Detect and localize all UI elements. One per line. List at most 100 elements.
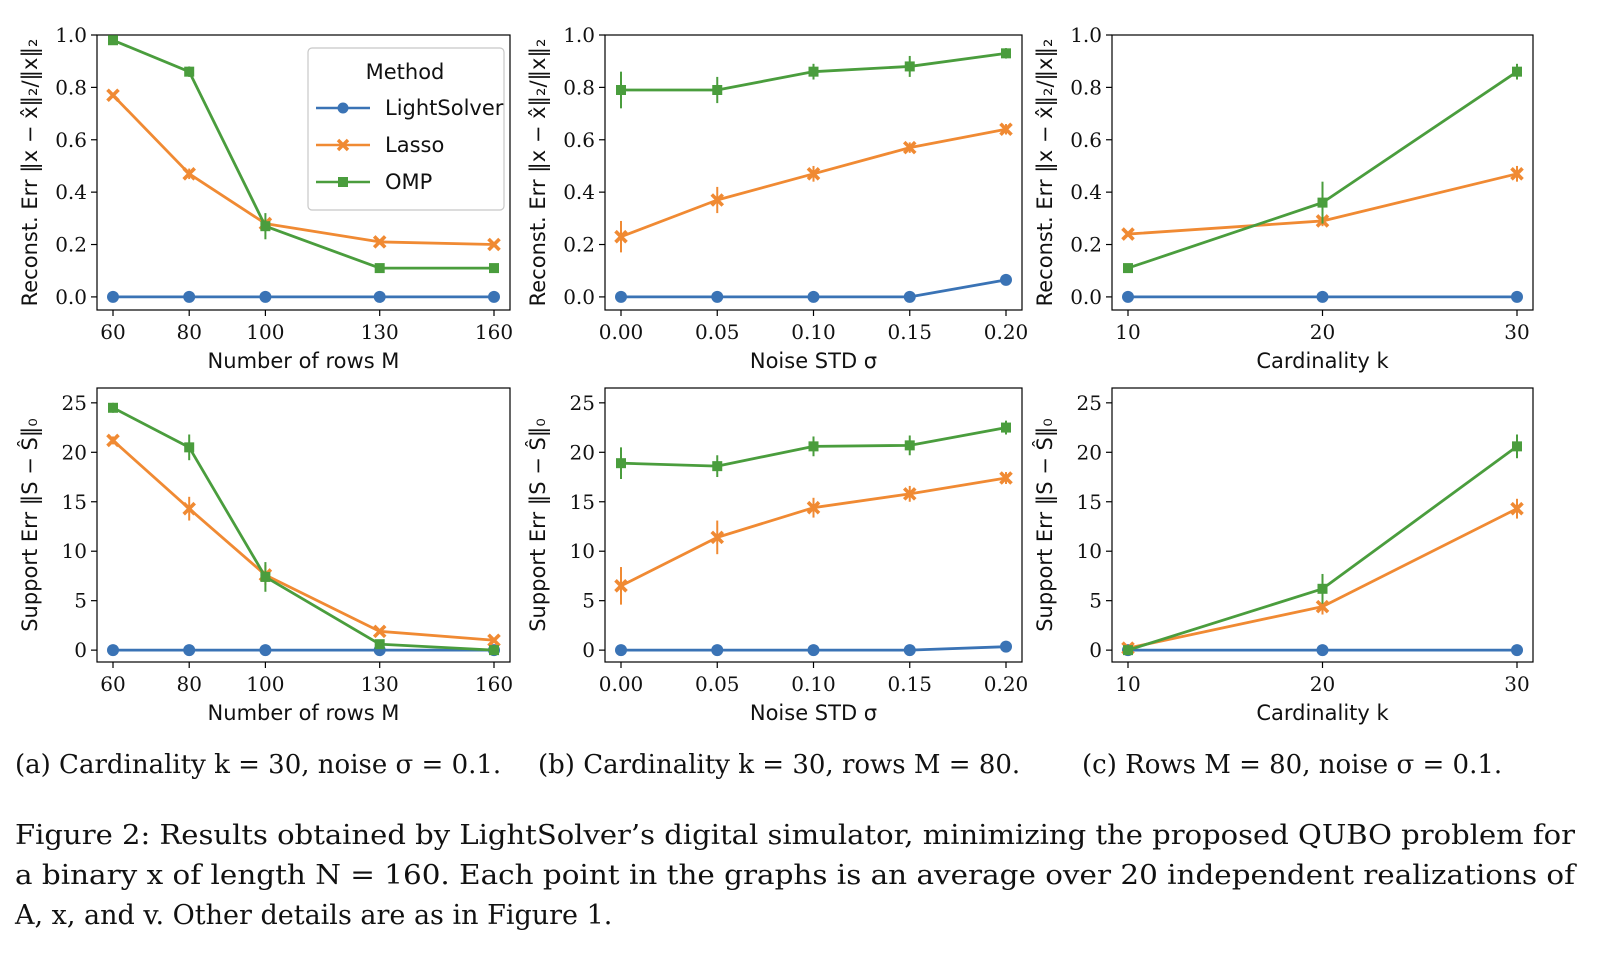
y-tick-label: 0.2 <box>1070 233 1102 257</box>
data-point-lasso <box>372 624 387 639</box>
data-point-lasso <box>487 237 501 252</box>
chart-c-bottom: 0 5 10 15 20 25 10 20 30 Cardinality k Support Err… <box>1032 387 1534 725</box>
x-tick-label: 20 <box>1310 672 1335 696</box>
series-lightsolver <box>1122 644 1523 657</box>
x-axis-label: Number of rows M <box>208 349 400 373</box>
caption-c: (c) Rows M = 80, noise σ = 0.1. <box>1082 750 1502 780</box>
y-tick-label: 1.0 <box>1070 23 1102 47</box>
series-lasso <box>106 433 501 648</box>
y-tick-label: 25 <box>62 391 87 415</box>
x-axis-label: Cardinality k <box>1256 701 1389 725</box>
data-point-lasso <box>999 122 1013 137</box>
data-point-lightsolver <box>107 290 119 303</box>
y-tick-label: 25 <box>1077 391 1102 415</box>
y-tick-label: 0 <box>1089 638 1102 662</box>
plot-frame <box>1111 387 1534 663</box>
data-point-lightsolver <box>107 644 119 657</box>
chart-a-top: 0.0 0.2 0.4 0.6 0.8 1.0 60 80 100 130 160 Number of… <box>18 23 513 373</box>
y-axis-label: Support Err ‖S − Ŝ‖₀ <box>1032 418 1058 632</box>
data-point-lasso <box>710 530 725 545</box>
data-point-lasso <box>372 235 387 249</box>
x-tick-label: 0.20 <box>984 320 1029 344</box>
x-tick-label: 0.10 <box>791 672 836 696</box>
figure-caption-line-1: Figure 2: Results obtained by LightSolve… <box>15 820 1575 851</box>
series-lightsolver <box>107 644 500 657</box>
data-point-lasso <box>182 167 196 181</box>
x-tick-label: 0.05 <box>695 320 740 344</box>
chart-a-bottom: 0 5 10 15 20 25 60 80 100 130 160 Number of rows M S… <box>17 387 513 725</box>
y-tick-label: 0.6 <box>563 128 595 152</box>
data-point-lasso <box>710 193 725 207</box>
series-line-lasso <box>112 439 495 642</box>
data-point-lasso <box>806 500 821 515</box>
x-tick-label: 30 <box>1504 672 1529 696</box>
data-point-lightsolver <box>903 644 916 657</box>
series-lasso <box>614 122 1013 253</box>
data-point-lasso <box>614 229 628 244</box>
y-axis-label: Reconst. Err ‖x − x̂‖₂/‖x‖₂ <box>1033 39 1058 307</box>
y-tick-label: 0.2 <box>563 233 595 257</box>
data-point-omp <box>808 66 819 77</box>
legend-label-omp: OMP <box>385 170 432 194</box>
data-point-lightsolver <box>1122 290 1134 303</box>
series-omp <box>108 35 499 274</box>
legend-title: Method <box>366 60 445 84</box>
data-point-lightsolver <box>807 644 820 657</box>
x-axis-label: Number of rows M <box>208 701 400 725</box>
data-point-omp <box>184 442 195 453</box>
caption-a: (a) Cardinality k = 30, noise σ = 0.1. <box>15 750 501 780</box>
plot-frame <box>96 34 511 311</box>
data-point-lightsolver <box>259 290 272 303</box>
legend-marker-lightsolver <box>337 102 349 114</box>
data-point-omp <box>489 645 499 656</box>
series-lightsolver <box>615 273 1012 303</box>
series-line-omp <box>1127 445 1518 652</box>
x-tick-label: 130 <box>361 320 399 344</box>
x-tick-label: 80 <box>176 672 201 696</box>
data-point-omp <box>808 441 819 452</box>
y-tick-label: 10 <box>570 539 595 563</box>
data-point-lasso <box>806 167 821 181</box>
y-tick-label: 0 <box>582 638 595 662</box>
series-line-lasso <box>620 476 1007 588</box>
y-tick-label: 10 <box>1077 539 1102 563</box>
y-tick-label: 0.0 <box>563 285 595 309</box>
legend-box <box>307 47 505 211</box>
x-tick-label: 10 <box>1115 320 1140 344</box>
data-point-lasso <box>614 579 628 593</box>
series-line-omp <box>112 406 495 652</box>
series-omp <box>616 48 1011 109</box>
data-point-omp <box>1512 441 1522 452</box>
x-tick-label: 100 <box>246 672 284 696</box>
data-point-lightsolver <box>711 290 724 303</box>
data-point-omp <box>260 571 271 582</box>
data-point-lightsolver <box>1000 273 1012 286</box>
y-tick-label: 5 <box>74 589 87 613</box>
x-tick-label: 0.20 <box>984 672 1029 696</box>
y-tick-label: 15 <box>62 490 87 514</box>
data-point-lasso <box>487 633 501 648</box>
y-tick-label: 25 <box>570 391 595 415</box>
data-point-lightsolver <box>259 644 272 657</box>
y-tick-label: 20 <box>62 440 87 464</box>
data-point-omp <box>1001 48 1011 59</box>
data-point-lightsolver <box>488 290 500 303</box>
legend-marker-omp <box>338 177 348 187</box>
data-point-lightsolver <box>183 644 196 657</box>
x-tick-label: 160 <box>475 320 513 344</box>
plot-frame <box>1111 34 1534 311</box>
legend-entry-lasso: Lasso <box>316 133 444 157</box>
series-line-omp <box>1127 70 1518 270</box>
data-point-omp <box>1317 583 1328 594</box>
data-point-lasso <box>106 88 120 103</box>
x-tick-label: 80 <box>176 320 201 344</box>
y-tick-label: 0 <box>74 638 87 662</box>
caption-b: (b) Cardinality k = 30, rows M = 80. <box>538 750 1020 780</box>
x-tick-label: 130 <box>361 672 399 696</box>
legend-entry-lightsolver: LightSolver <box>316 96 504 120</box>
chart-b-bottom: 0 5 10 15 20 25 0.00 0.05 0.10 0.15 0.20 Noise STD … <box>525 387 1029 725</box>
y-tick-label: 15 <box>1077 490 1102 514</box>
series-lightsolver <box>1122 290 1523 303</box>
x-tick-label: 160 <box>475 672 513 696</box>
